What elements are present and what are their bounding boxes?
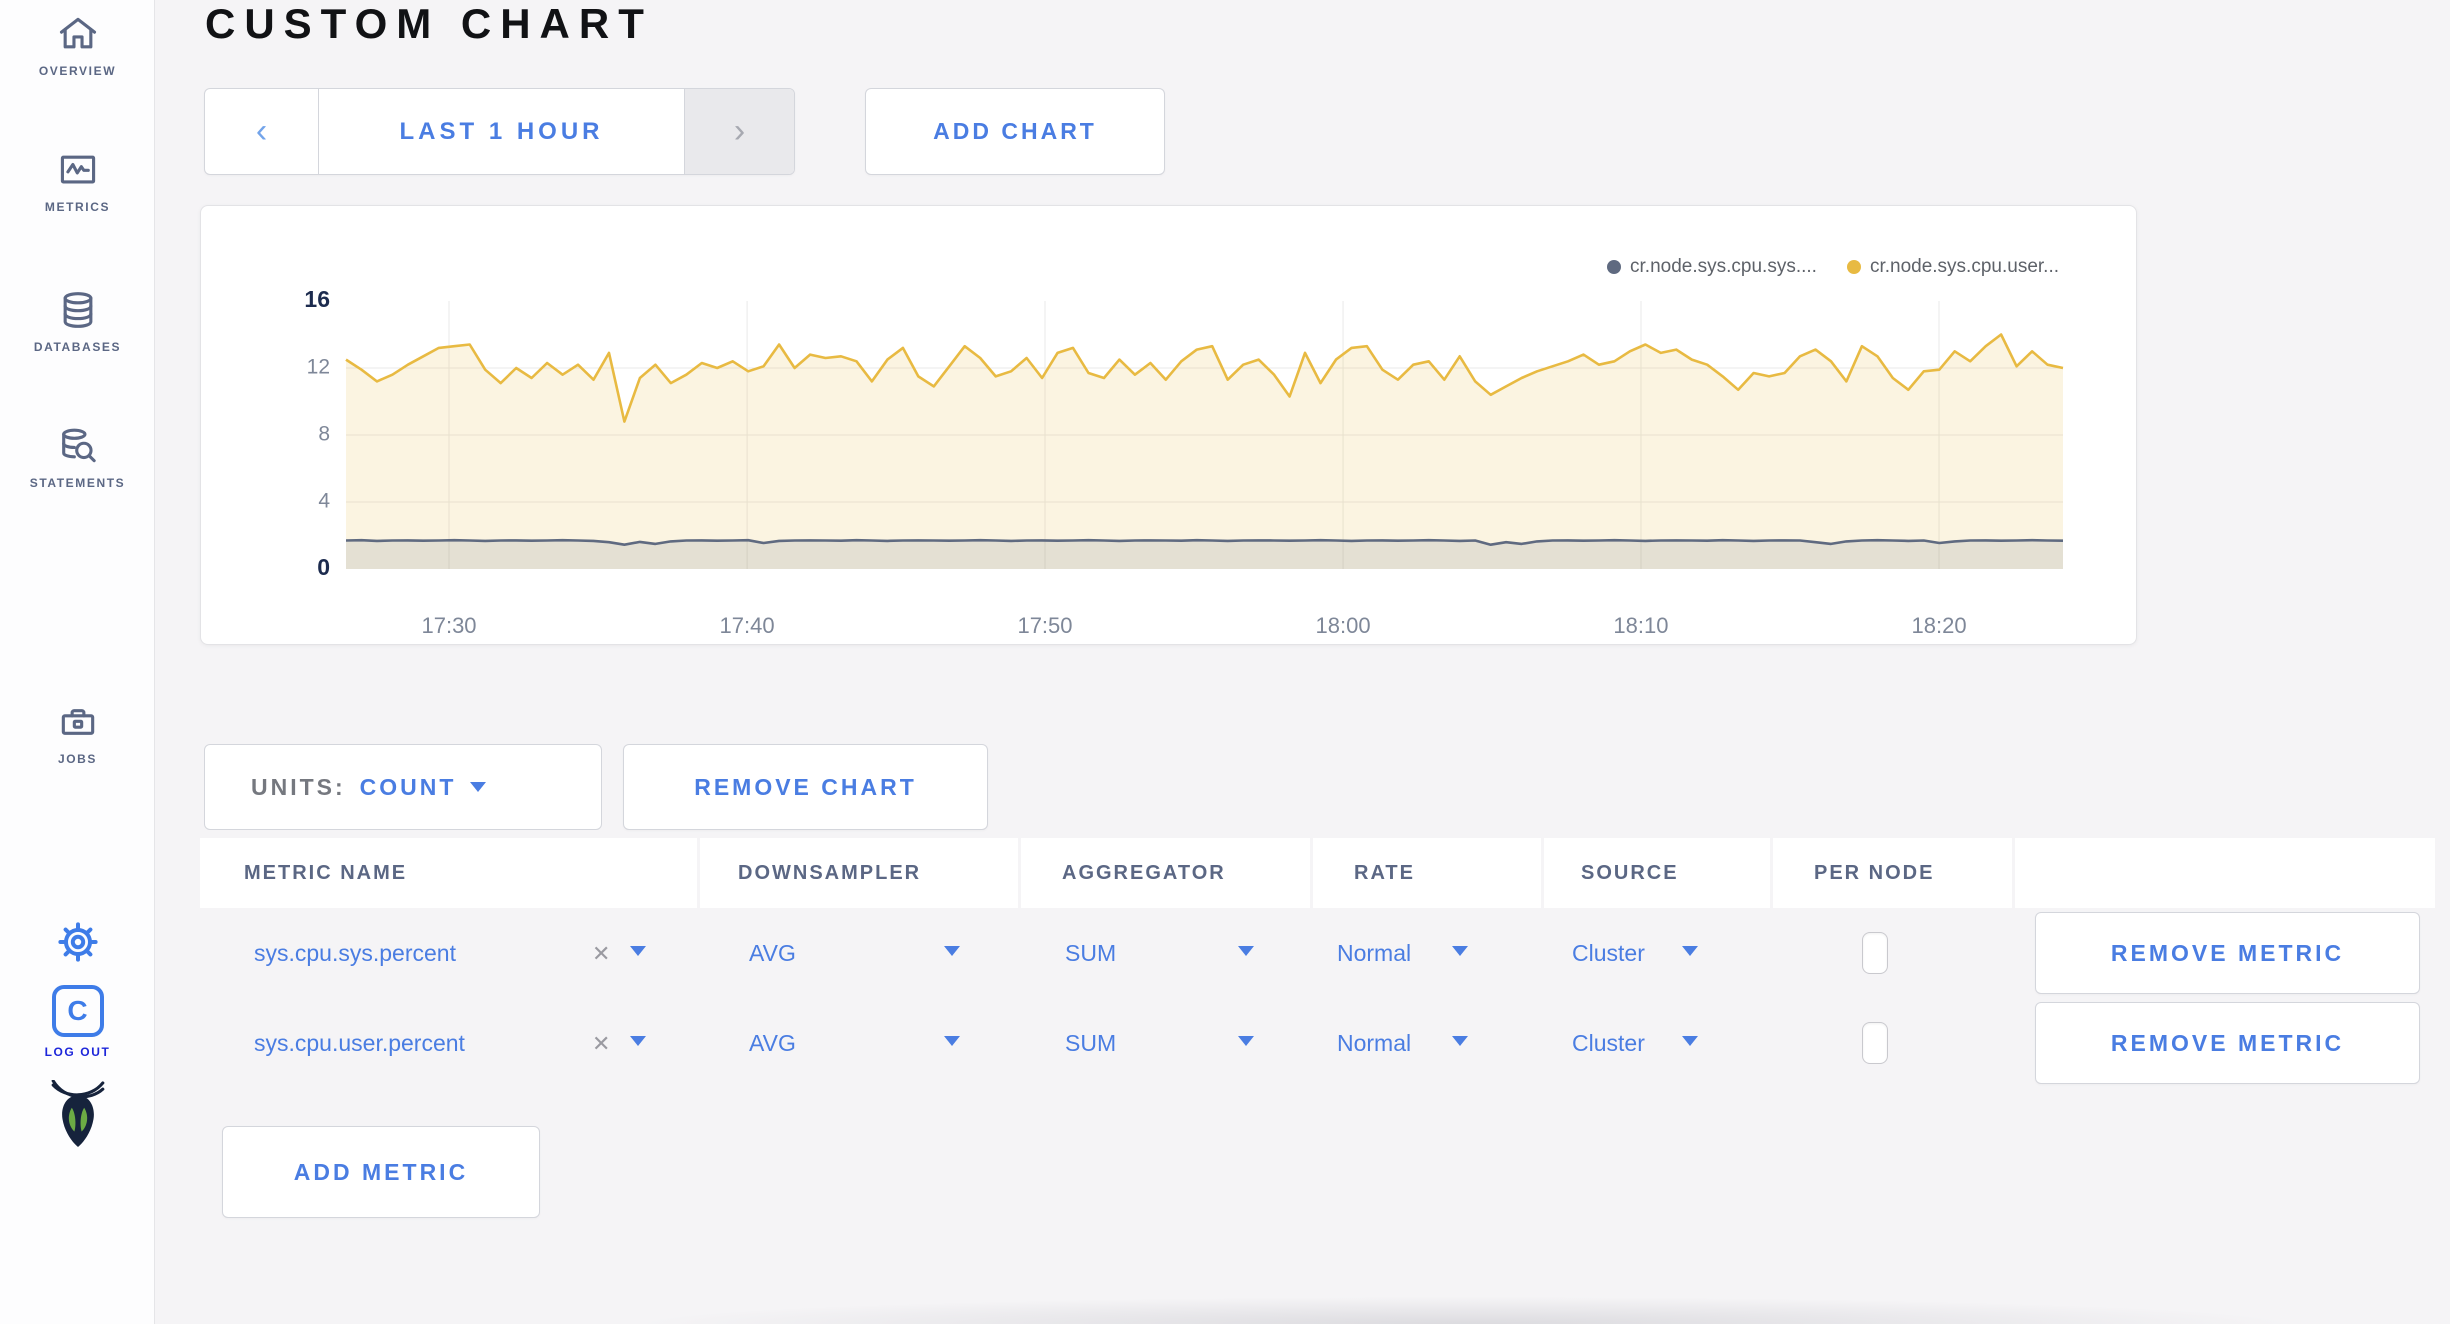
rate-caret-icon[interactable]: [1452, 1036, 1468, 1046]
svg-text:12: 12: [307, 356, 330, 379]
units-dropdown[interactable]: UNITS: COUNT: [204, 744, 602, 830]
rate-caret-icon[interactable]: [1452, 946, 1468, 956]
source-caret-icon[interactable]: [1682, 1036, 1698, 1046]
sidebar: OVERVIEW METRICS DATABASES: [0, 0, 155, 1324]
sidebar-item-label: STATEMENTS: [29, 476, 126, 490]
cockroach-bug-icon: [0, 1080, 155, 1150]
chevron-down-icon: [470, 782, 487, 792]
sidebar-item-jobs[interactable]: JOBS: [0, 700, 155, 766]
sidebar-item-statements[interactable]: STATEMENTS: [0, 424, 155, 490]
metric-dropdown-caret-icon[interactable]: [630, 1036, 646, 1046]
settings-gear-button[interactable]: [0, 918, 155, 966]
svg-text:0: 0: [317, 554, 330, 580]
sidebar-item-databases[interactable]: DATABASES: [0, 288, 155, 354]
legend-item-sys[interactable]: cr.node.sys.cpu.sys....: [1607, 256, 1817, 278]
metric-dropdown-caret-icon[interactable]: [630, 946, 646, 956]
downsampler-select[interactable]: AVG: [749, 1030, 796, 1056]
units-value: COUNT: [359, 773, 457, 800]
downsampler-caret-icon[interactable]: [944, 946, 960, 956]
time-range-next-button[interactable]: ›: [684, 89, 794, 174]
clear-metric-icon[interactable]: ✕: [592, 941, 611, 966]
svg-text:17:40: 17:40: [720, 613, 775, 638]
rate-select[interactable]: Normal: [1337, 940, 1412, 966]
per-node-checkbox[interactable]: [1862, 1022, 1888, 1064]
database-icon: [0, 288, 155, 332]
briefcase-icon: [0, 700, 155, 744]
remove-chart-button[interactable]: REMOVE CHART: [623, 744, 988, 830]
svg-text:16: 16: [304, 286, 330, 312]
logout-label: LOG OUT: [44, 1045, 111, 1059]
per-node-checkbox[interactable]: [1862, 932, 1888, 974]
legend-label-user: cr.node.sys.cpu.user...: [1869, 256, 2059, 277]
time-range-prev-button[interactable]: ‹: [205, 89, 319, 174]
add-chart-button[interactable]: ADD CHART: [865, 88, 1165, 175]
rate-select[interactable]: Normal: [1337, 1030, 1412, 1056]
source-caret-icon[interactable]: [1682, 946, 1698, 956]
chevron-right-icon: ›: [733, 112, 746, 150]
svg-text:18:00: 18:00: [1316, 613, 1371, 638]
chart-legend: cr.node.sys.cpu.sys.... cr.node.sys.cpu.…: [1607, 256, 2059, 278]
svg-text:18:10: 18:10: [1613, 613, 1668, 638]
remove-metric-button[interactable]: REMOVE METRIC: [2035, 912, 2420, 994]
page-title: CUSTOM CHART: [205, 0, 653, 47]
aggregator-caret-icon[interactable]: [1238, 946, 1254, 956]
column-header-aggregator: AGGREGATOR: [1021, 838, 1310, 908]
aggregator-select[interactable]: SUM: [1065, 940, 1117, 966]
sidebar-item-label: OVERVIEW: [38, 64, 117, 78]
source-select[interactable]: Cluster: [1572, 940, 1645, 966]
time-range-value[interactable]: LAST 1 HOUR: [399, 117, 604, 145]
svg-text:18:20: 18:20: [1912, 613, 1967, 638]
column-header-metric-name: METRIC NAME: [200, 838, 697, 908]
remove-metric-button[interactable]: REMOVE METRIC: [2035, 1002, 2420, 1084]
source-select[interactable]: Cluster: [1572, 1030, 1645, 1056]
downsampler-caret-icon[interactable]: [944, 1036, 960, 1046]
units-label: UNITS:: [251, 773, 346, 800]
cockroach-c-icon: C: [51, 985, 104, 1037]
svg-text:8: 8: [318, 423, 330, 446]
sidebar-item-label: DATABASES: [33, 340, 122, 354]
logout-button[interactable]: C LOG OUT: [0, 985, 155, 1059]
statements-search-icon: [0, 424, 155, 468]
gear-icon: [0, 918, 155, 966]
sidebar-item-label: JOBS: [57, 752, 98, 766]
sidebar-item-metrics[interactable]: METRICS: [0, 148, 155, 214]
bottom-scroll-shadow: [620, 1294, 2310, 1324]
metric-name-input[interactable]: sys.cpu.user.percent: [254, 1030, 465, 1056]
metric-name-input[interactable]: sys.cpu.sys.percent: [254, 940, 456, 966]
svg-text:17:50: 17:50: [1017, 613, 1072, 638]
legend-label-sys: cr.node.sys.cpu.sys....: [1630, 256, 1817, 277]
timeseries-chart: 17:30 17:40 17:50 18:00 18:10 18:20 0 4 8 12 16: [304, 286, 2064, 638]
home-icon: [0, 12, 155, 56]
legend-dot-user: [1846, 260, 1861, 274]
cockroach-logo: [0, 1080, 155, 1150]
svg-text:17:30: 17:30: [421, 613, 476, 638]
chart-card: 17:30 17:40 17:50 18:00 18:10 18:20 0 4 8 12 16 cr…: [200, 205, 2137, 645]
legend-dot-sys: [1607, 260, 1622, 274]
sidebar-item-overview[interactable]: OVERVIEW: [0, 12, 155, 78]
column-header-rate: RATE: [1313, 838, 1541, 908]
aggregator-select[interactable]: SUM: [1065, 1030, 1117, 1056]
aggregator-caret-icon[interactable]: [1238, 1036, 1254, 1046]
downsampler-select[interactable]: AVG: [749, 940, 796, 966]
column-header-downsampler: DOWNSAMPLER: [700, 838, 1018, 908]
column-header-source: SOURCE: [1544, 838, 1770, 908]
metrics-chart-icon: [0, 148, 155, 192]
sidebar-item-label: METRICS: [44, 200, 111, 214]
svg-text:4: 4: [318, 490, 330, 513]
column-header-actions: [2015, 838, 2435, 908]
column-header-per-node: PER NODE: [1773, 838, 2012, 908]
add-metric-button[interactable]: ADD METRIC: [222, 1126, 540, 1218]
clear-metric-icon[interactable]: ✕: [592, 1031, 611, 1056]
time-range-selector: ‹ LAST 1 HOUR ›: [204, 88, 795, 175]
legend-item-user[interactable]: cr.node.sys.cpu.user...: [1846, 256, 2059, 278]
chevron-left-icon: ‹: [255, 112, 268, 150]
